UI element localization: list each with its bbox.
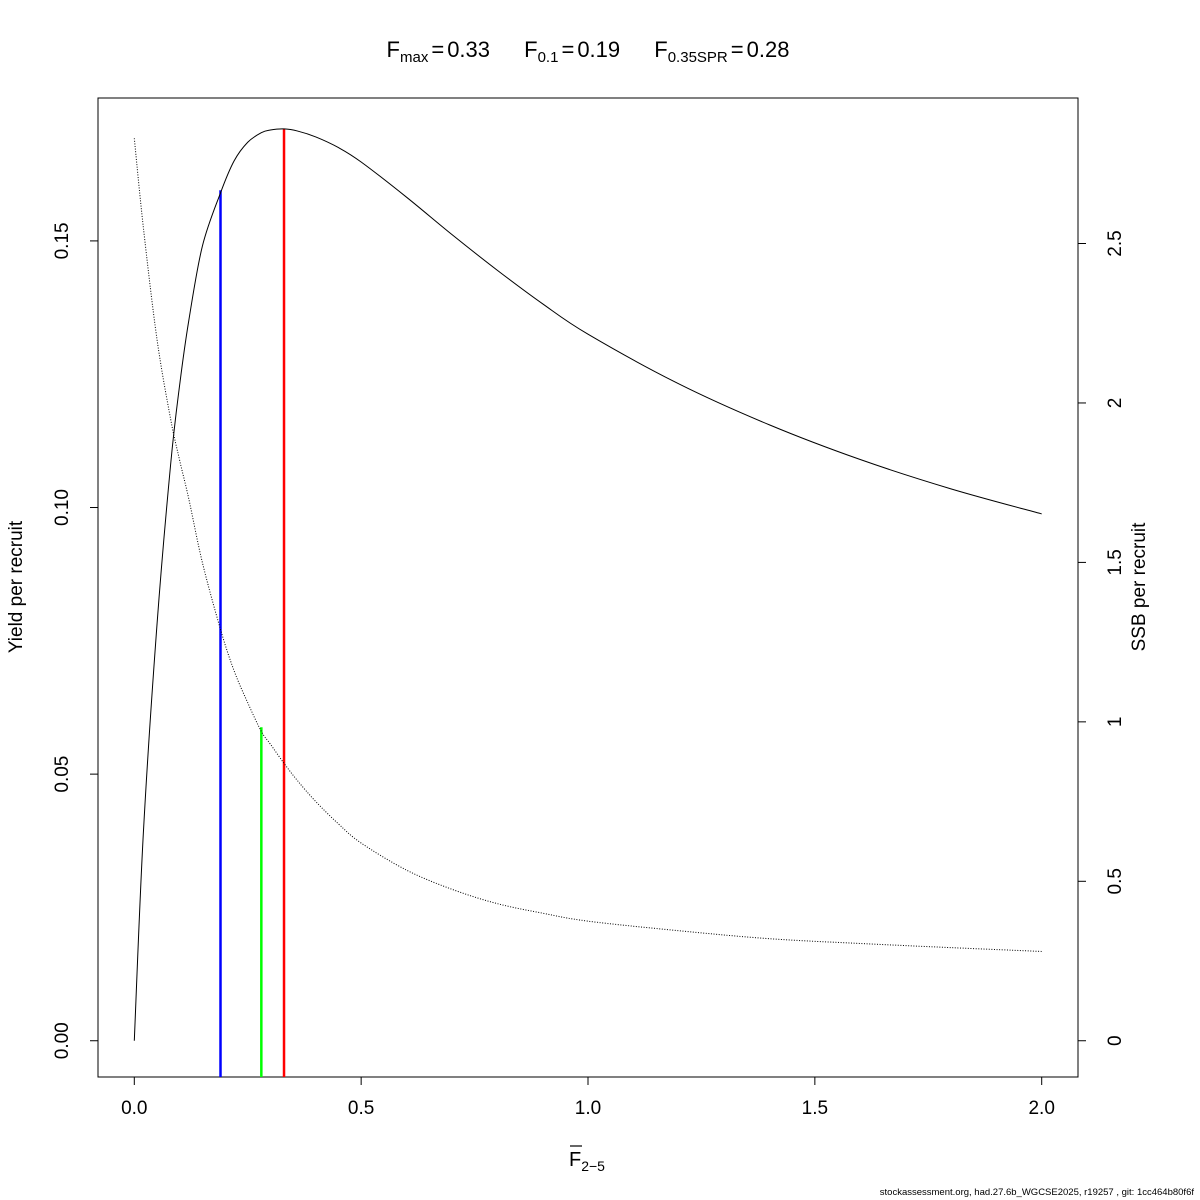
- title-fspr-sub: 0.35SPR: [668, 49, 728, 66]
- footer-credit: stockassessment.org, had.27.6b_WGCSE2025…: [879, 1187, 1194, 1198]
- y2-tick-label: 1.5: [1105, 549, 1126, 575]
- reference-lines: [219, 128, 286, 1077]
- y-axis-label: Yield per recruit: [6, 520, 27, 653]
- x-tick-label: 2.0: [1028, 1098, 1054, 1119]
- title-fmax-sub: max: [400, 49, 429, 66]
- x-axis-label: F2−5: [569, 1145, 605, 1174]
- title-f01-sub: 0.1: [538, 49, 559, 66]
- y2-axis-label: SSB per recruit: [1129, 522, 1150, 652]
- title-fspr-val: 0.28: [747, 37, 790, 62]
- y-tick-label: 0.10: [52, 489, 73, 526]
- y-axis-left: 0.00 0.05 0.10 0.15: [52, 222, 98, 1059]
- title-f01-eq: =: [561, 37, 574, 62]
- x-tick-label: 0.0: [121, 1098, 147, 1119]
- x-axis-label-sym: F: [569, 1149, 581, 1171]
- x-axis-label-sub: 2−5: [581, 1158, 605, 1174]
- yield-per-recruit-line: [133, 128, 1042, 1041]
- y-tick-label: 0.00: [52, 1022, 73, 1059]
- title-fspr-sym: F: [654, 37, 667, 62]
- title-f01-sym: F: [524, 37, 537, 62]
- series-layer: [133, 128, 1042, 1041]
- y-axis-right: 0 0.5 1 1.5 2 2.5: [1078, 230, 1126, 1046]
- y2-tick-label: 2: [1105, 398, 1126, 409]
- x-tick-label: 1.5: [802, 1098, 828, 1119]
- ssb-per-recruit-line: [133, 138, 1042, 952]
- y2-tick-label: 0: [1105, 1035, 1126, 1046]
- svg-text:F2−5: F2−5: [569, 1149, 605, 1174]
- y2-tick-label: 2.5: [1105, 230, 1126, 256]
- x-tick-label: 1.0: [575, 1098, 601, 1119]
- y-tick-label: 0.15: [52, 222, 73, 259]
- title-fmax-eq: =: [431, 37, 444, 62]
- y2-tick-label: 1: [1105, 717, 1126, 728]
- title-f01-val: 0.19: [577, 37, 620, 62]
- x-axis: 0.0 0.5 1.0 1.5 2.0: [121, 1077, 1055, 1119]
- title-fmax-val: 0.33: [447, 37, 490, 62]
- chart-title: Fmax = 0.33 F0.1 = 0.19 F0.35SPR = 0.28: [387, 37, 790, 66]
- x-tick-label: 0.5: [348, 1098, 374, 1119]
- y-tick-label: 0.05: [52, 756, 73, 793]
- title-fmax-sym: F: [387, 37, 400, 62]
- y2-tick-label: 0.5: [1105, 868, 1126, 894]
- title-fspr-eq: =: [731, 37, 744, 62]
